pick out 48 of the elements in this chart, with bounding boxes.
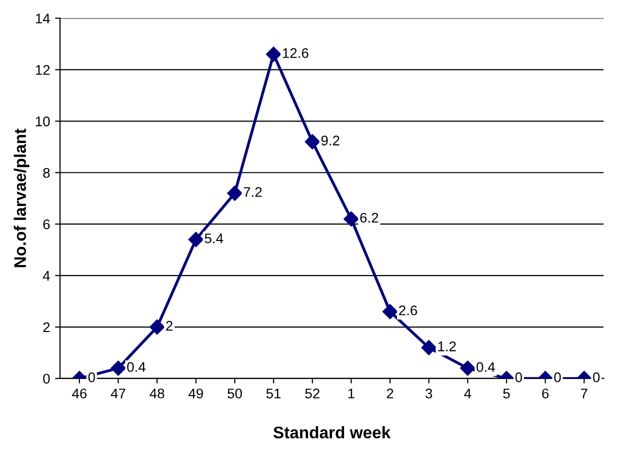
point [110,360,126,376]
x-tick-label: 50 [228,388,242,398]
x-tick-label: 51 [266,388,281,398]
point [188,232,204,248]
data-label: 0 [554,372,561,382]
y-tick-label: 14 [36,14,50,24]
y-tick-label: 0 [43,374,50,384]
x-tick-label: 4 [464,388,472,398]
data-label: 1.2 [438,341,456,352]
point [304,134,320,150]
point [266,46,282,62]
y-tick-label: 6 [43,219,50,230]
point [460,360,476,376]
x-tick-label: 46 [72,388,87,398]
x-tick-label: 1 [348,388,354,398]
x-tick-label: 2 [386,388,394,398]
x-axis-title: Standard week [273,426,391,438]
data-label: 0 [515,372,522,382]
point [382,304,398,320]
data-label: 2 [166,320,172,331]
point [150,319,165,335]
data-label: 0.4 [476,362,495,372]
x-tick-label: 7 [581,388,588,398]
data-label: 2.6 [399,305,418,316]
x-tick-label: 6 [542,388,549,398]
data-label: 0 [593,372,600,382]
x-tick-label: 49 [188,388,203,398]
data-label: 7.2 [244,187,262,197]
data-label: 0 [88,372,95,382]
y-tick-label: 10 [36,116,50,126]
point [227,186,242,201]
data-label: 9.2 [321,136,340,146]
data-label: 12.6 [282,48,308,58]
x-tick-label: 47 [110,388,126,398]
data-label: 5.4 [204,234,224,244]
y-tick-label: 2 [43,322,50,332]
point [421,340,436,356]
y-tick-label: 8 [43,168,50,178]
data-label: 6.2 [360,212,378,223]
x-tick-label: 3 [426,388,432,398]
y-tick-label: 12 [36,65,50,75]
x-tick-label: 52 [305,388,320,398]
y-axis-title: No.of larvae/plant [14,128,30,268]
x-tick-label: 5 [503,388,510,398]
y-tick-label: 4 [42,271,50,281]
point [344,211,359,227]
data-label: 0.4 [127,362,146,372]
x-tick-label: 48 [150,388,164,398]
